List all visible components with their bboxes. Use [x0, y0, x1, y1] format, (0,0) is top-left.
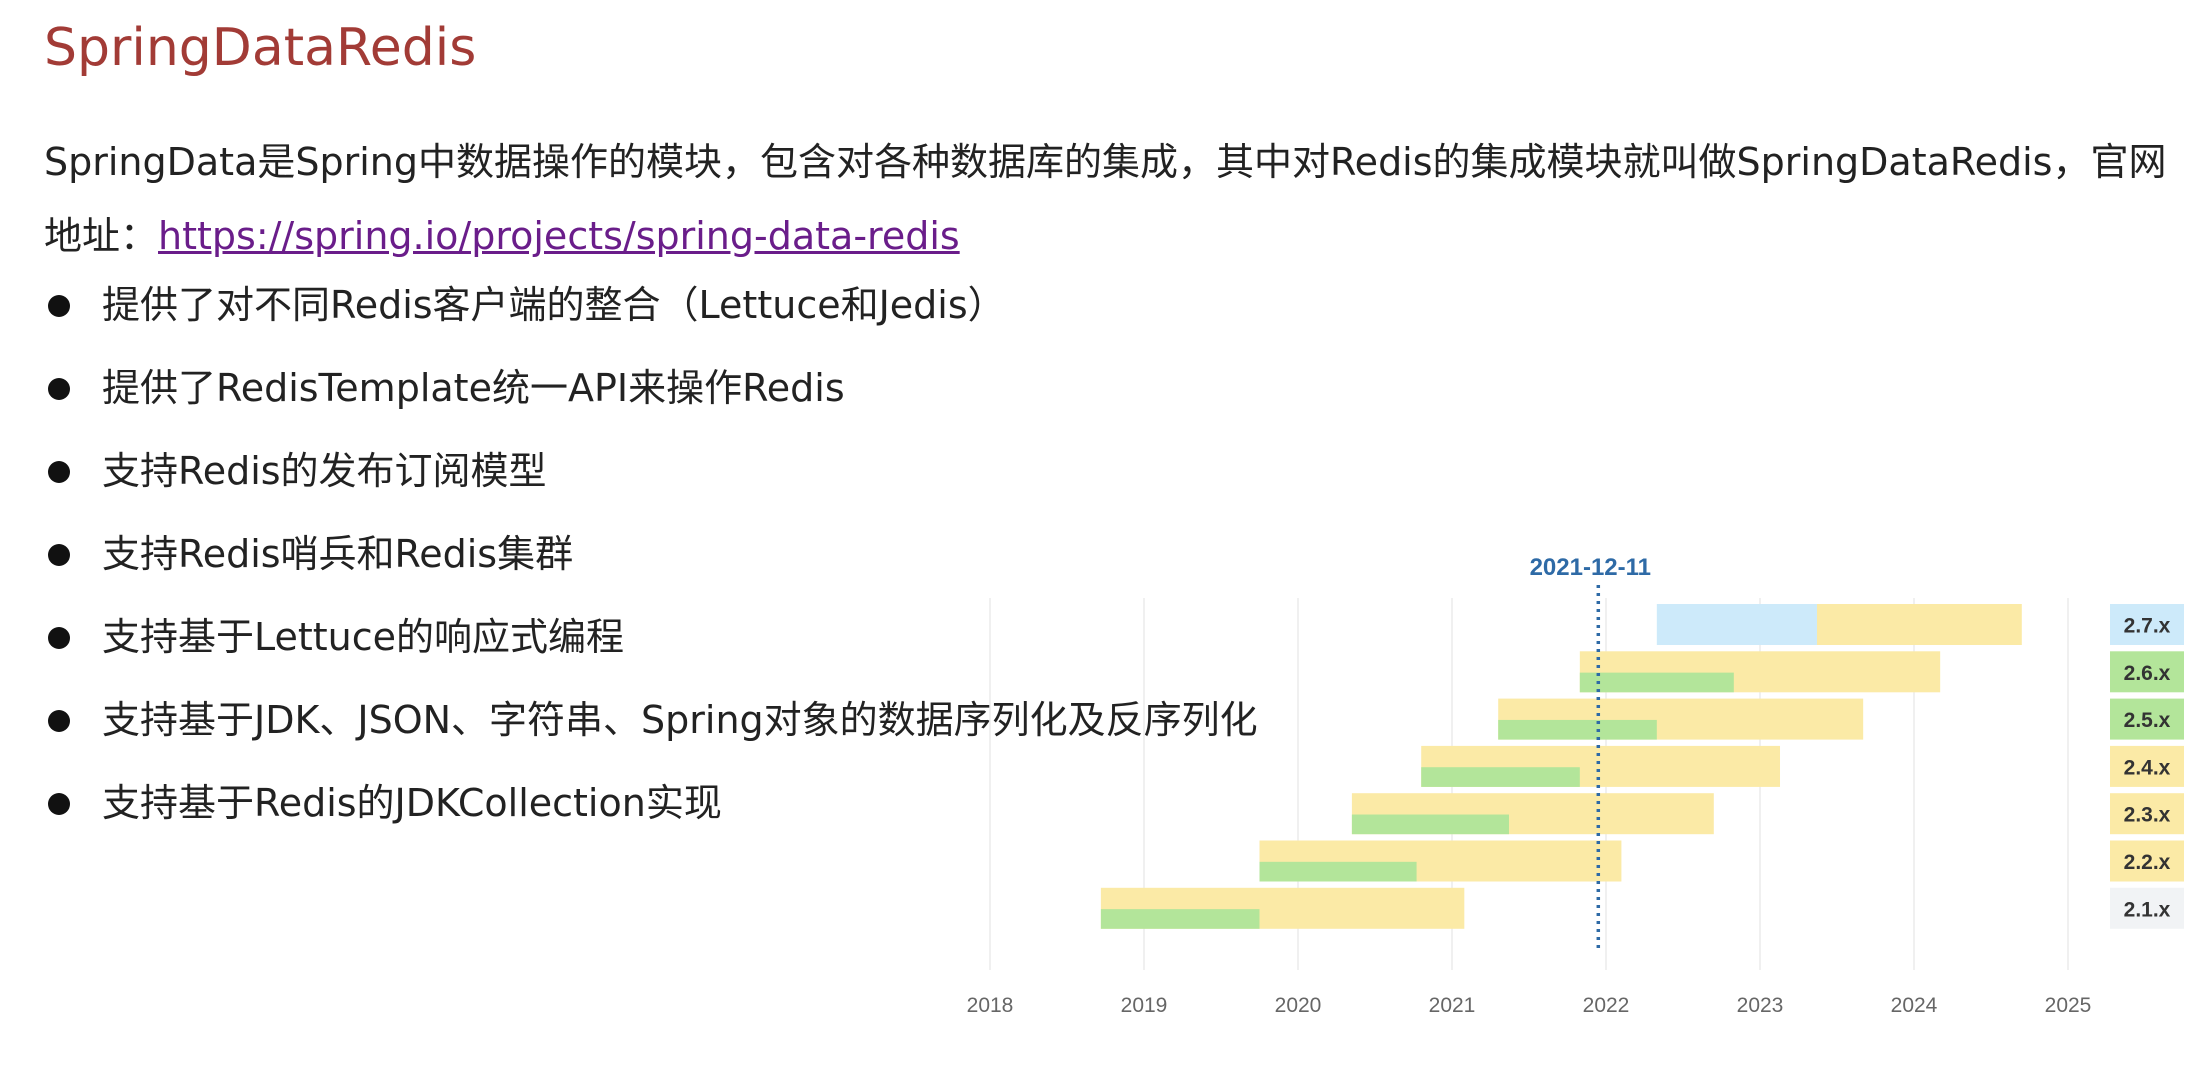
x-tick-label: 2021 — [1429, 994, 1476, 1017]
intro-paragraph: SpringData是Spring中数据操作的模块，包含对各种数据库的集成，其中… — [44, 125, 2174, 273]
list-item-text: 提供了RedisTemplate统一API来操作Redis — [102, 366, 845, 410]
list-item-text: 提供了对不同Redis客户端的整合（Lettuce和Jedis） — [102, 283, 1006, 327]
version-label-badge — [2110, 887, 2184, 929]
version-label-badge — [2110, 651, 2184, 693]
list-item-text: 支持基于JDK、JSON、字符串、Spring对象的数据序列化及反序列化 — [102, 698, 1258, 742]
x-tick-label: 2020 — [1275, 994, 1322, 1017]
bullet-dot-icon — [48, 461, 70, 483]
oss-support-bar — [1579, 672, 1734, 693]
x-tick-label: 2024 — [1891, 994, 1938, 1017]
oss-support-bar — [1351, 814, 1509, 835]
x-tick-label: 2022 — [1583, 994, 1630, 1017]
future-support-bar — [1656, 604, 1817, 645]
list-item: 提供了对不同Redis客户端的整合（Lettuce和Jedis） — [44, 275, 1258, 358]
x-tick-label: 2025 — [2045, 994, 2092, 1017]
list-item-text: 支持基于Lettuce的响应式编程 — [102, 615, 625, 659]
today-marker-label: 2021-12-11 — [1530, 554, 1651, 581]
bullet-dot-icon — [48, 793, 70, 815]
version-label-badge — [2110, 604, 2184, 645]
version-label-badge — [2110, 698, 2184, 740]
oss-support-bar — [1259, 861, 1417, 882]
bullet-dot-icon — [48, 710, 70, 732]
commercial-support-bar — [1816, 604, 2022, 645]
list-item: 提供了RedisTemplate统一API来操作Redis — [44, 358, 1258, 441]
bullet-dot-icon — [48, 378, 70, 400]
official-site-link[interactable]: https://spring.io/projects/spring-data-r… — [158, 214, 960, 258]
bullet-dot-icon — [48, 295, 70, 317]
bullet-dot-icon — [48, 544, 70, 566]
list-item: 支持Redis哨兵和Redis集群 — [44, 524, 1258, 607]
version-label-badge — [2110, 793, 2184, 835]
list-item-text: 支持Redis哨兵和Redis集群 — [102, 532, 574, 576]
list-item-text: 支持Redis的发布订阅模型 — [102, 449, 547, 493]
intro-text: SpringData是Spring中数据操作的模块，包含对各种数据库的集成，其中… — [44, 140, 2167, 258]
version-label: 2.4.x — [2124, 756, 2171, 779]
list-item: 支持基于Lettuce的响应式编程 — [44, 607, 1258, 690]
version-label-badge — [2110, 745, 2184, 787]
version-label: 2.6.x — [2124, 662, 2171, 685]
slide-title: SpringDataRedis — [44, 18, 477, 78]
list-item-text: 支持基于Redis的JDKCollection实现 — [102, 781, 722, 825]
oss-support-bar — [1100, 909, 1260, 929]
version-label: 2.3.x — [2124, 804, 2171, 827]
version-label: 2.1.x — [2124, 898, 2171, 921]
version-label: 2.2.x — [2124, 851, 2171, 874]
list-item: 支持Redis的发布订阅模型 — [44, 441, 1258, 524]
x-tick-label: 2018 — [967, 994, 1014, 1017]
oss-support-bar — [1498, 719, 1657, 740]
oss-support-bar — [1421, 767, 1580, 787]
feature-list: 提供了对不同Redis客户端的整合（Lettuce和Jedis） 提供了Redi… — [44, 275, 1258, 856]
version-label: 2.7.x — [2124, 615, 2171, 638]
version-label-badge — [2110, 840, 2184, 882]
list-item: 支持基于Redis的JDKCollection实现 — [44, 773, 1258, 856]
bullet-dot-icon — [48, 627, 70, 649]
x-tick-label: 2023 — [1737, 994, 1784, 1017]
list-item: 支持基于JDK、JSON、字符串、Spring对象的数据序列化及反序列化 — [44, 690, 1258, 773]
x-tick-label: 2019 — [1121, 994, 1168, 1017]
version-label: 2.5.x — [2124, 709, 2171, 732]
